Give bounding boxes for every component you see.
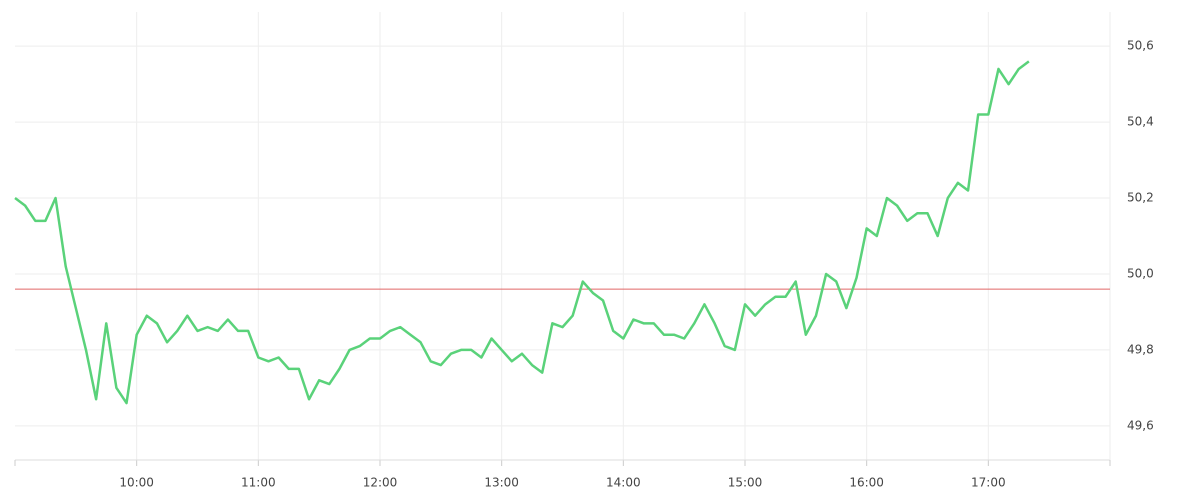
x-tick-label: 16:00 (849, 476, 884, 490)
y-tick-label: 50,4 (1127, 115, 1154, 129)
x-tick-label: 10:00 (119, 476, 154, 490)
y-tick-label: 50,6 (1127, 39, 1154, 53)
price-line (14, 60, 1030, 405)
x-tick-label: 11:00 (241, 476, 276, 490)
x-tick-label: 12:00 (363, 476, 398, 490)
x-tick-label: 17:00 (971, 476, 1006, 490)
x-tick-label: 14:00 (606, 476, 641, 490)
y-tick-label: 49,8 (1127, 342, 1154, 356)
x-tick-label: 13:00 (484, 476, 519, 490)
y-tick-label: 50,2 (1127, 191, 1154, 205)
x-tick-label: 15:00 (728, 476, 763, 490)
y-tick-label: 49,6 (1127, 418, 1154, 432)
y-tick-label: 50,0 (1127, 266, 1154, 280)
